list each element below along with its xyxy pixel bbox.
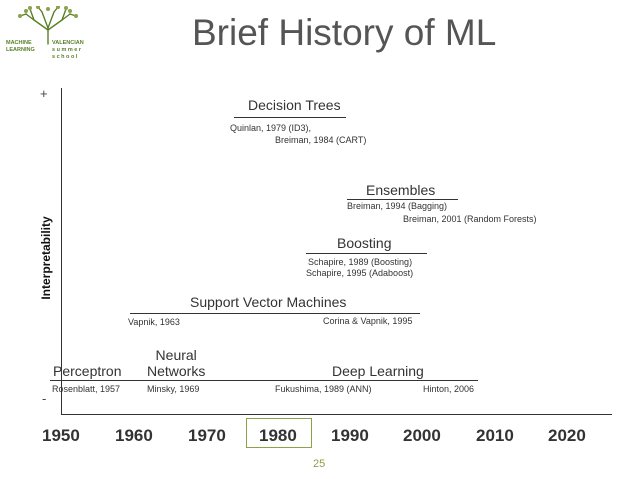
- y-axis-low-marker: -: [42, 391, 47, 406]
- boosting-ref: Schapire, 1989 (Boosting): [308, 257, 413, 267]
- boosting-label: Boosting: [337, 235, 392, 251]
- y-axis-line: [61, 88, 62, 415]
- decision-trees-ref: Breiman, 1984 (CART): [275, 135, 367, 145]
- neural-lineage-line: [50, 380, 478, 381]
- deep-learning-ref: Fukushima, 1989 (ANN): [275, 384, 372, 394]
- perceptron-label: Perceptron: [53, 363, 122, 379]
- year-label: 2020: [548, 426, 586, 445]
- decision-trees-ref: Quinlan, 1979 (ID3),: [230, 123, 312, 133]
- decision-trees-line: [234, 117, 346, 118]
- perceptron-ref: Rosenblatt, 1957: [52, 384, 121, 394]
- ensembles-line: [347, 199, 458, 200]
- neural-networks-ref: Minsky, 1969: [147, 384, 200, 394]
- deep-learning-ref: Hinton, 2006: [423, 384, 475, 394]
- y-axis-high-marker: +: [40, 86, 48, 101]
- year-label: 1960: [115, 426, 153, 445]
- highlighted-year-box: [246, 418, 312, 448]
- svm-ref: Corina & Vapnik, 1995: [323, 316, 413, 326]
- ensembles-ref: Breiman, 1994 (Bagging): [347, 201, 448, 211]
- svm-label: Support Vector Machines: [190, 294, 347, 310]
- slide-title: Brief History of ML: [192, 12, 497, 53]
- neural-networks-label: Neural Networks: [147, 347, 206, 379]
- boosting-ref: Schapire, 1995 (Adaboost): [306, 268, 414, 278]
- page-number: 25: [313, 458, 326, 470]
- mlvss-logo: [4, 5, 96, 64]
- ensembles-ref: Breiman, 2001 (Random Forests): [403, 214, 537, 224]
- svm-ref: Vapnik, 1963: [128, 317, 180, 327]
- tree-logo-icon: [18, 5, 78, 45]
- y-axis-label: Interpretability: [39, 216, 53, 300]
- logo-text-right: VALENCIAN s u m m e r s c h o o l: [52, 40, 84, 60]
- year-label-highlighted: 1980: [259, 426, 297, 445]
- x-axis-line: [61, 414, 612, 415]
- ensembles-label: Ensembles: [366, 182, 436, 198]
- boosting-line: [306, 253, 427, 254]
- deep-learning-label: Deep Learning: [332, 363, 424, 379]
- logo-text-left: MACHINE LEARNING: [6, 40, 35, 53]
- year-label: 2010: [476, 426, 514, 445]
- year-label: 1990: [331, 426, 369, 445]
- svm-line: [130, 313, 420, 314]
- year-label: 1950: [42, 426, 80, 445]
- year-label: 2000: [403, 426, 441, 445]
- decision-trees-label: Decision Trees: [248, 97, 341, 113]
- year-label: 1970: [188, 426, 226, 445]
